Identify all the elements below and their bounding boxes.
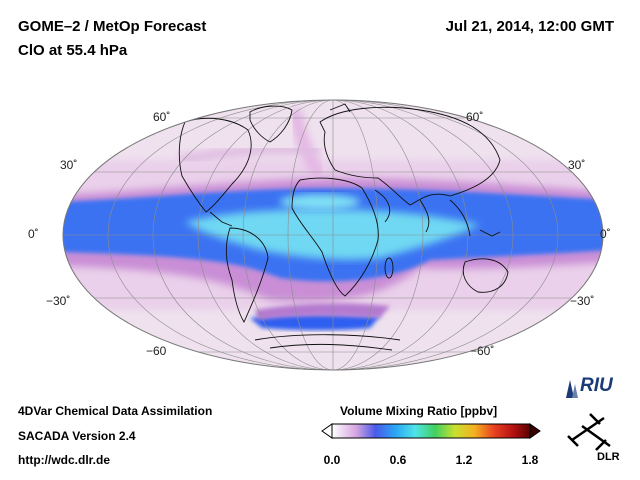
lat-label-right-0: 0˚ [600, 227, 611, 241]
lat-label-right-minus60: −60˚ [470, 344, 495, 358]
lat-label-right-60: 60˚ [466, 110, 484, 124]
colorbar-tick: 0.6 [389, 453, 407, 467]
lat-label-left-30: 30˚ [60, 158, 78, 172]
forecast-datetime: Jul 21, 2014, 12:00 GMT [445, 18, 614, 35]
map-subtitle: ClO at 55.4 hPa [18, 42, 128, 59]
lat-label-right-minus30: −30˚ [570, 294, 595, 308]
lat-label-left-0: 0˚ [28, 227, 39, 241]
riu-logo-icon [566, 380, 578, 398]
map-title: GOME–2 / MetOp Forecast [18, 18, 207, 35]
lat-label-right-30: 30˚ [568, 158, 586, 172]
lat-label-left-minus30: −30˚ [46, 294, 71, 308]
coastlines [178, 103, 509, 351]
footer-url[interactable]: http://wdc.dlr.de [18, 453, 110, 467]
colorbar-title: Volume Mixing Ratio [ppbv] [340, 404, 498, 418]
colorbar [321, 423, 541, 439]
lat-label-left-60: 60˚ [153, 110, 171, 124]
lat-label-left-minus60: −60 [146, 344, 167, 358]
colorbar-tick: 1.8 [521, 453, 539, 467]
dlr-logo: DLR [597, 451, 620, 463]
globe-outline [62, 99, 604, 371]
riu-logo: RIU [580, 375, 613, 396]
colorbar-tick: 0.0 [323, 453, 341, 467]
footer-assimilation: 4DVar Chemical Data Assimilation [18, 404, 213, 418]
dlr-logo-icon [567, 413, 611, 451]
colorbar-tick: 1.2 [455, 453, 473, 467]
footer-version: SACADA Version 2.4 [18, 429, 136, 443]
